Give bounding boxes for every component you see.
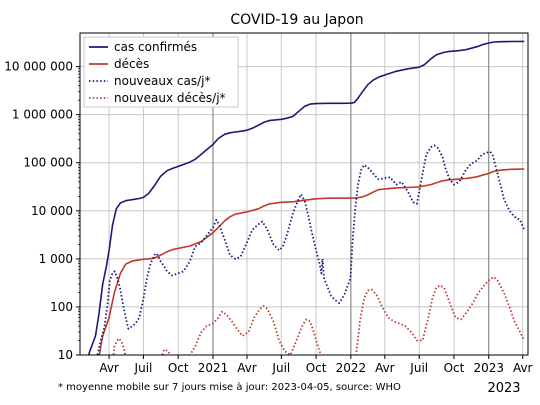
y-tick-label: 1 000 bbox=[39, 252, 73, 266]
x-tick-label: Avr bbox=[237, 361, 257, 375]
y-tick-label: 100 bbox=[50, 300, 73, 314]
x-tick-label: 2021 bbox=[198, 361, 229, 375]
x-tick-label: Oct bbox=[168, 361, 189, 375]
series-layer bbox=[87, 40, 526, 355]
x-tick-label: Avr bbox=[99, 361, 119, 375]
legend-box bbox=[83, 36, 239, 108]
footnote: * moyenne mobile sur 7 jours mise à jour… bbox=[58, 381, 401, 393]
series-line bbox=[112, 276, 526, 355]
series-line bbox=[87, 40, 525, 355]
x-tick-label: Oct bbox=[306, 361, 327, 375]
x-tick-label: 2023 bbox=[473, 361, 504, 375]
y-tick-label: 10 000 000 bbox=[4, 60, 73, 74]
plot-frame bbox=[79, 32, 529, 356]
x-tick-label: 2022 bbox=[336, 361, 367, 375]
chart-title: COVID-19 au Japon bbox=[230, 12, 363, 28]
y-tick-label: 1 000 000 bbox=[12, 108, 73, 122]
x-tick-label: Juil bbox=[409, 361, 428, 375]
y-tick-label: 10 bbox=[58, 348, 73, 362]
x-tick-label: Juil bbox=[271, 361, 290, 375]
x-axis-year-label: 2023 bbox=[487, 381, 520, 396]
legend-label: décès bbox=[114, 57, 149, 71]
series-line bbox=[98, 168, 525, 355]
x-tick-label: Avr bbox=[375, 361, 395, 375]
legend-label: cas confirmés bbox=[114, 40, 197, 54]
legend-label: nouveaux décès/j* bbox=[114, 91, 226, 105]
series-line bbox=[96, 144, 526, 355]
legend-label: nouveaux cas/j* bbox=[114, 74, 211, 88]
y-tick-label: 10 000 bbox=[31, 204, 73, 218]
axes: 10 100 1 000 10 000 100 000 1 000 000 10 000 0… bbox=[4, 60, 532, 375]
x-tick-label: Avr bbox=[513, 361, 533, 375]
legend: cas confirmés décès nouveaux cas/j* nouveau… bbox=[83, 36, 239, 108]
x-tick-label: Oct bbox=[444, 361, 465, 375]
x-tick-label: Juil bbox=[134, 361, 153, 375]
y-tick-label: 100 000 bbox=[23, 156, 73, 170]
